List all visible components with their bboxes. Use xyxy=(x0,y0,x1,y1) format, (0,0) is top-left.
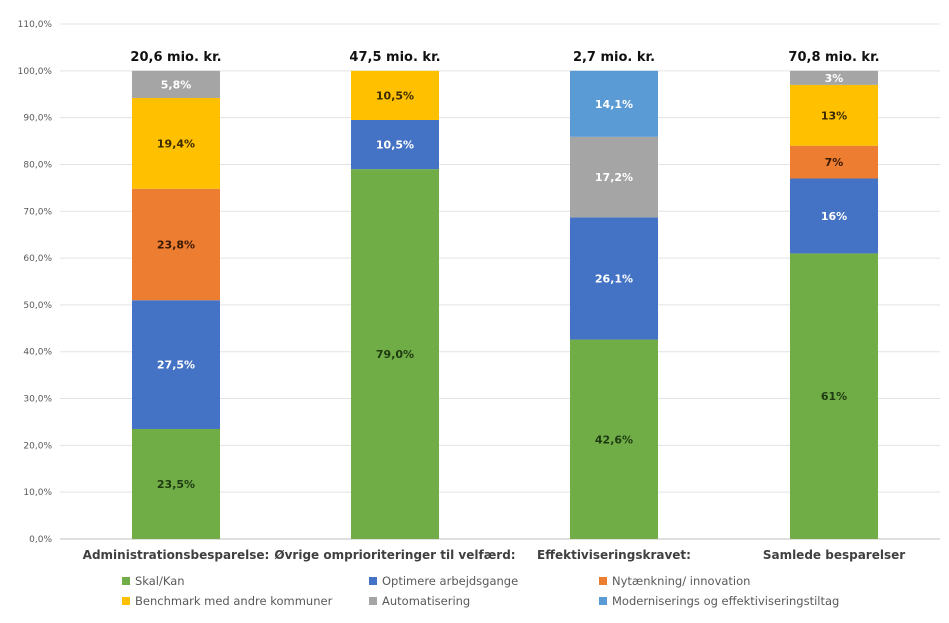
bar-total-label: 20,6 mio. kr. xyxy=(130,50,221,65)
legend: Skal/Kan Optimere arbejdsgange Nytænkning/… xyxy=(122,574,839,608)
data-label: 13% xyxy=(821,109,847,122)
y-tick-label: 50,0% xyxy=(23,301,52,311)
legend-label: Benchmark med andre kommuner xyxy=(135,594,333,608)
data-label: 42,6% xyxy=(595,433,633,446)
legend-swatch xyxy=(369,597,377,605)
y-axis: 0,0% 10,0% 20,0% 30,0% 40,0% 50,0% 60,0% 70,0% 8… xyxy=(18,20,53,545)
legend-label: Moderniserings og effektiviseringstiltag xyxy=(612,594,839,608)
data-labels: 23,5% 27,5% 23,8% 19,4% 5,8% 20,6 mio. kr. 79,… xyxy=(130,50,879,491)
y-tick-label: 30,0% xyxy=(23,395,52,405)
bar-total-label: 70,8 mio. kr. xyxy=(788,50,879,65)
data-label: 26,1% xyxy=(595,272,633,285)
bar-segment xyxy=(790,84,878,146)
x-category-label: Administrationsbesparelse: xyxy=(83,548,270,562)
bar-segment xyxy=(570,339,658,539)
bar-segment xyxy=(351,70,439,120)
bar-total-label: 47,5 mio. kr. xyxy=(349,50,440,65)
x-axis-category-labels: Administrationsbesparelse: Øvrige omprior… xyxy=(83,548,906,562)
legend-swatch xyxy=(599,577,607,585)
x-category-label: Øvrige omprioriteringer til velfærd: xyxy=(274,548,515,562)
y-tick-label: 60,0% xyxy=(23,254,52,264)
bar-segment xyxy=(132,300,220,429)
legend-swatch xyxy=(122,597,130,605)
bar-segment xyxy=(790,145,878,179)
data-label: 7% xyxy=(825,156,844,169)
bar-segment xyxy=(132,97,220,189)
legend-swatch xyxy=(122,577,130,585)
x-category-label: Samlede besparelser xyxy=(763,548,905,562)
y-tick-label: 90,0% xyxy=(23,114,52,124)
legend-label: Skal/Kan xyxy=(135,574,185,588)
bar-segment xyxy=(570,70,658,137)
bar-segment xyxy=(790,253,878,539)
bar-segment xyxy=(790,178,878,254)
bar-segment xyxy=(132,188,220,301)
legend-swatch xyxy=(369,577,377,585)
bars xyxy=(132,70,878,540)
bar-segment xyxy=(570,217,658,340)
data-label: 27,5% xyxy=(157,359,195,372)
legend-label: Nytænkning/ innovation xyxy=(612,574,750,588)
data-label: 23,8% xyxy=(157,239,195,252)
data-label: 10,5% xyxy=(376,89,414,102)
y-tick-label: 80,0% xyxy=(23,160,52,170)
bar-segment xyxy=(132,70,220,98)
data-label: 14,1% xyxy=(595,98,633,111)
bar-segment xyxy=(351,169,439,540)
legend-label: Optimere arbejdsgange xyxy=(382,574,518,588)
data-label: 79,0% xyxy=(376,348,414,361)
y-tick-label: 110,0% xyxy=(18,20,53,30)
data-label: 61% xyxy=(821,390,847,403)
data-label: 3% xyxy=(825,72,844,85)
bar-segment xyxy=(351,119,439,170)
data-label: 19,4% xyxy=(157,137,195,150)
bar-total-label: 2,7 mio. kr. xyxy=(573,50,655,65)
y-tick-label: 0,0% xyxy=(29,535,52,545)
x-category-label: Effektiviseringskravet: xyxy=(537,548,691,562)
y-tick-label: 40,0% xyxy=(23,348,52,358)
y-tick-label: 70,0% xyxy=(23,207,52,217)
data-label: 5,8% xyxy=(161,78,192,91)
data-label: 10,5% xyxy=(376,139,414,152)
bar-segment xyxy=(790,70,878,85)
bar-segment xyxy=(132,428,220,539)
y-tick-label: 10,0% xyxy=(23,488,52,498)
legend-swatch xyxy=(599,597,607,605)
y-tick-label: 100,0% xyxy=(18,67,53,77)
data-label: 23,5% xyxy=(157,478,195,491)
legend-label: Automatisering xyxy=(382,594,470,608)
data-label: 16% xyxy=(821,210,847,223)
y-tick-label: 20,0% xyxy=(23,441,52,451)
bar-segment xyxy=(570,136,658,218)
data-label: 17,2% xyxy=(595,171,633,184)
